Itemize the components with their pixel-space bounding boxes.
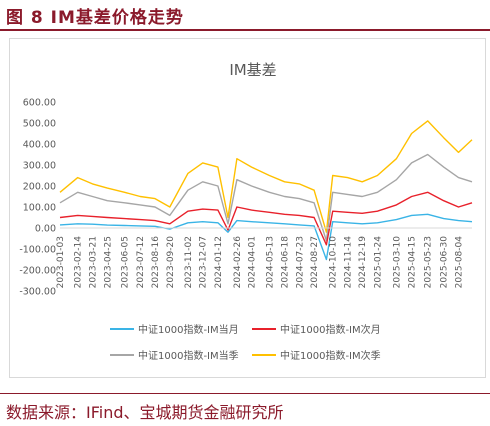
x-tick-label: 2023-02-14 — [74, 236, 84, 289]
x-axis-ticks: 2023-01-03 2023-02-14 2023-03-21 2023-04-25… — [56, 236, 464, 289]
figure-title: 图 8 IM基差价格走势 — [6, 8, 184, 28]
y-axis-ticks: 600.00 500.00 400.00 300.00 200.00 100.00 0.00… — [19, 98, 56, 298]
x-tick-label: 2025-01-24 — [373, 236, 383, 289]
x-tick-label: 2024-10-10 — [329, 236, 339, 289]
chart-frame: IM基差 600.00 500.00 400.00 300.00 200.00 100.0… — [9, 38, 486, 378]
x-tick-label: 2025-04-15 — [408, 236, 418, 288]
x-tick-label: 2023-11-02 — [184, 236, 194, 288]
y-tick-label: 200.00 — [23, 182, 56, 193]
y-tick-label: 600.00 — [23, 98, 56, 109]
x-tick-label: 2025-03-10 — [392, 236, 402, 289]
x-tick-label: 2024-07-23 — [295, 236, 305, 288]
x-tick-label: 2023-04-25 — [103, 236, 113, 288]
x-tick-label: 2024-02-26 — [233, 236, 243, 289]
y-tick-label: 0.00 — [35, 224, 56, 235]
legend-label: 中证1000指数-IM次月 — [280, 323, 381, 336]
legend-label: 中证1000指数-IM当季 — [138, 349, 239, 362]
series-line — [59, 191, 473, 246]
x-tick-label: 2024-01-12 — [214, 236, 224, 288]
legend-label: 中证1000指数-IM次季 — [280, 349, 381, 362]
x-tick-label: 2023-12-07 — [199, 236, 209, 288]
x-tick-label: 2023-06-05 — [121, 236, 131, 288]
chart-svg: IM基差 600.00 500.00 400.00 300.00 200.00 100.0… — [19, 61, 473, 362]
footer-rule — [0, 393, 490, 394]
x-tick-label: 2025-05-23 — [424, 236, 434, 288]
x-tick-label: 2025-08-04 — [454, 236, 464, 289]
legend-label: 中证1000指数-IM当月 — [138, 323, 239, 336]
x-tick-label: 2023-09-20 — [166, 236, 176, 289]
y-tick-label: -300.00 — [19, 287, 56, 298]
y-tick-label: 100.00 — [23, 203, 56, 214]
x-tick-label: 2023-07-12 — [136, 236, 146, 288]
header-rule — [0, 29, 490, 31]
y-tick-label: 300.00 — [23, 161, 56, 172]
series-line — [59, 153, 473, 242]
y-tick-label: -200.00 — [19, 266, 56, 277]
x-tick-label: 2024-04-01 — [248, 236, 258, 288]
x-tick-label: 2023-03-21 — [89, 236, 99, 288]
y-tick-label: 400.00 — [23, 140, 56, 151]
chart-title: IM基差 — [229, 61, 276, 79]
y-tick-label: -100.00 — [19, 245, 56, 256]
x-tick-label: 2024-12-19 — [358, 236, 368, 289]
y-tick-label: 500.00 — [23, 119, 56, 130]
x-tick-label: 2024-06-18 — [281, 236, 291, 289]
x-tick-label: 2024-05-13 — [265, 236, 275, 288]
x-tick-label: 2023-08-16 — [151, 236, 161, 289]
series-layer — [59, 120, 473, 261]
series-line — [59, 213, 473, 261]
source-note: 数据来源：IFind、宝城期货金融研究所 — [6, 403, 284, 422]
x-tick-label: 2024-11-14 — [343, 236, 353, 289]
x-tick-label: 2025-06-30 — [440, 236, 450, 289]
x-tick-label: 2024-08-27 — [310, 236, 320, 288]
series-line — [59, 120, 473, 233]
x-tick-label: 2023-01-03 — [56, 236, 66, 288]
